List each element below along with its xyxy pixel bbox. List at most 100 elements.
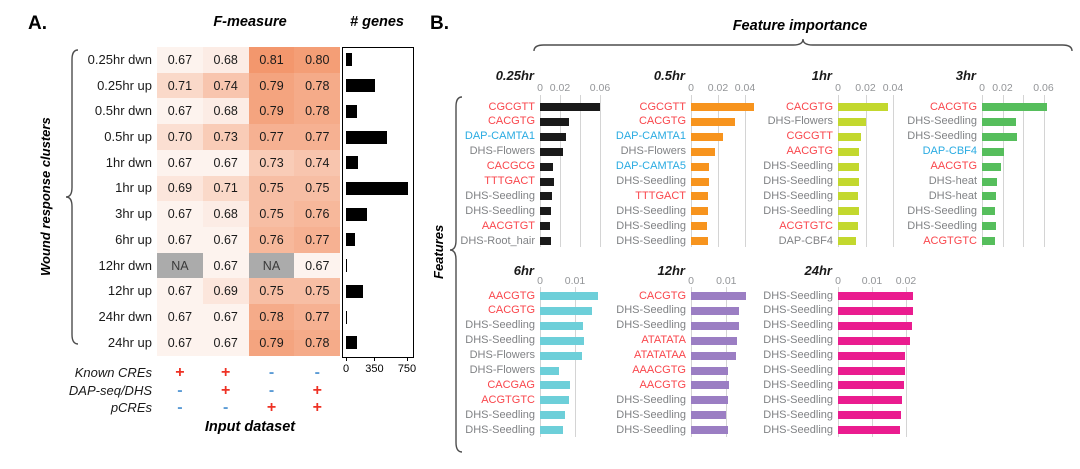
- feature-label: DAP-CAMTA1: [615, 130, 686, 143]
- feature-label: DAP-CAMTA1: [464, 130, 535, 143]
- chart-gridline: [893, 95, 894, 247]
- chart-title: 12hr: [657, 263, 685, 278]
- feature-label: CGCGTT: [639, 100, 686, 113]
- heatmap-cell: 0.71: [157, 72, 203, 99]
- feature-importance-brace: [533, 38, 1073, 52]
- feature-bar: [691, 306, 739, 315]
- feature-label: AACGTG: [639, 378, 686, 391]
- feature-bar: [691, 222, 708, 231]
- feature-bar: [691, 177, 709, 186]
- feature-bar: [540, 306, 592, 315]
- heatmap-cell: 0.78: [294, 72, 341, 99]
- heatmap-row-label: 0.5hr up: [104, 129, 152, 145]
- feature-bar: [691, 117, 735, 126]
- feature-bar: [838, 396, 902, 405]
- feature-bar: [982, 222, 996, 231]
- genes-axis-tick-label: 750: [397, 363, 417, 375]
- plus-sign: +: [266, 399, 277, 416]
- heatmap-row-label: 0.25hr up: [97, 77, 152, 93]
- feature-label: DAP-CBF4: [922, 145, 977, 158]
- feature-bar: [691, 103, 755, 111]
- feature-label: CACGTG: [487, 115, 535, 128]
- chart-gridline: [600, 95, 601, 247]
- heatmap-cell: 0.78: [294, 329, 341, 356]
- feature-bar: [691, 396, 728, 405]
- heatmap-cell: 0.78: [294, 98, 341, 125]
- chart-axis-tick-label: 0.01: [564, 275, 586, 287]
- minus-sign: -: [268, 364, 275, 381]
- heatmap-cell: 0.67: [202, 304, 249, 330]
- feature-label: DHS-Seedling: [616, 319, 686, 332]
- feature-label: DHS-Seedling: [616, 408, 686, 421]
- heatmap-cell: 0.67: [157, 47, 203, 73]
- feature-label: DHS-Seedling: [465, 408, 535, 421]
- feature-label: TTTGACT: [484, 175, 535, 187]
- chart-axis-tick-label: 0.06: [589, 82, 611, 94]
- heatmap-cell: 0.67: [157, 201, 203, 228]
- feature-bar: [838, 207, 860, 216]
- feature-label: DHS-Seedling: [763, 175, 833, 187]
- heatmap-cell: NA: [157, 252, 203, 279]
- genes-bar: [346, 79, 376, 93]
- chart-gridline: [580, 95, 581, 247]
- feature-bar: [540, 192, 552, 201]
- feature-bar: [982, 237, 996, 246]
- feature-bar: [838, 192, 858, 201]
- heatmap-cell: 0.67: [157, 227, 203, 253]
- heatmap-cell: 0.70: [157, 124, 203, 150]
- chart-axis-tick-label: 0: [688, 82, 694, 94]
- heatmap-cell: 0.73: [202, 124, 249, 150]
- heatmap-cell: 0.67: [202, 252, 249, 279]
- panel-b-letter: B.: [430, 13, 449, 34]
- minus-sign: -: [177, 399, 183, 416]
- input-matrix-row-label: pCREs: [110, 400, 152, 415]
- feature-label: DHS-Seedling: [465, 204, 535, 217]
- chart-axis-tick-label: 0.02: [707, 82, 729, 94]
- feature-label: DHS-Flowers: [469, 145, 535, 158]
- feature-label: ACGTGTC: [923, 234, 977, 247]
- heatmap-cell: 0.78: [248, 304, 295, 330]
- genes-bar: [346, 207, 368, 221]
- minus-sign: -: [268, 381, 275, 399]
- feature-label: DHS-Flowers: [767, 115, 833, 128]
- feature-bar: [540, 336, 585, 345]
- heatmap-cell: 0.69: [157, 175, 203, 202]
- feature-label: AAACGTG: [632, 364, 686, 376]
- heatmap-cell: 0.79: [248, 72, 295, 99]
- heatmap-cell: 0.73: [248, 149, 295, 176]
- feature-bar: [540, 207, 551, 216]
- feature-label: DHS-Seedling: [465, 423, 535, 436]
- feature-bar: [691, 351, 737, 360]
- feature-label: DHS-Seedling: [763, 334, 833, 347]
- chart-axis-tick-label: 0.04: [734, 82, 756, 94]
- genes-chart-frame: [342, 47, 414, 358]
- heatmap-cell: 0.77: [294, 124, 341, 150]
- input-dataset-label: Input dataset: [204, 419, 296, 435]
- feature-bar: [540, 396, 570, 405]
- feature-bar: [982, 132, 1017, 141]
- heatmap-cell: 0.67: [157, 329, 203, 356]
- genes-bar: [346, 156, 359, 170]
- feature-bar: [540, 103, 600, 111]
- feature-label: CACGTG: [785, 100, 833, 113]
- chart-gridline: [865, 95, 867, 247]
- heatmap-row-label: 24hr up: [107, 334, 152, 350]
- heatmap-row-label: 0.25hr dwn: [87, 51, 152, 67]
- feature-label: DHS-Seedling: [763, 423, 833, 436]
- heatmap-cell: 0.80: [294, 47, 341, 73]
- genes-bar: [346, 130, 387, 144]
- heatmap-cell: 0.81: [248, 47, 295, 73]
- feature-bar: [540, 222, 550, 231]
- heatmap-row-label: 6hr up: [115, 231, 152, 247]
- genes-axis-tick-label: 0: [342, 363, 350, 375]
- feature-bar: [838, 292, 914, 300]
- chart-axis-tick-label: 0: [688, 275, 694, 287]
- heatmap-cell: 0.76: [248, 227, 295, 253]
- feature-label: CGCGTT: [488, 100, 535, 113]
- feature-label: DHS-Seedling: [763, 304, 833, 317]
- feature-label: DHS-Seedling: [616, 423, 686, 436]
- genes-bar: [346, 233, 355, 247]
- feature-label: DHS-Flowers: [469, 349, 535, 362]
- chart-axis-tick-label: 0: [835, 275, 841, 287]
- feature-bar: [982, 117, 1017, 126]
